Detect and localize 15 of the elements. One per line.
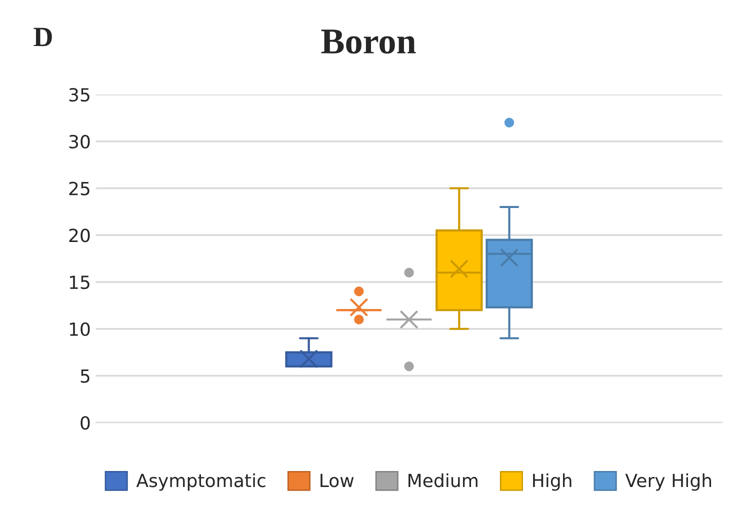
legend-label: Low [320, 474, 354, 488]
legend-label: Medium [408, 473, 478, 488]
y-tick-label: 0 [80, 416, 90, 430]
y-tick-label: 5 [80, 369, 90, 383]
y-tick-label: 15 [70, 276, 90, 290]
legend-label: High [533, 473, 572, 491]
y-tick-label: 10 [70, 322, 90, 336]
y-tick-label: 25 [69, 182, 90, 196]
chart-title: Boron [321, 30, 416, 54]
text: D [34, 28, 52, 46]
y-tick-label: 30 [69, 134, 90, 148]
legend-label: Very High [625, 473, 712, 491]
y-tick-label: 35 [69, 88, 90, 102]
legend-label: Asymptomatic [136, 473, 266, 491]
y-tick-label: 20 [69, 228, 90, 242]
